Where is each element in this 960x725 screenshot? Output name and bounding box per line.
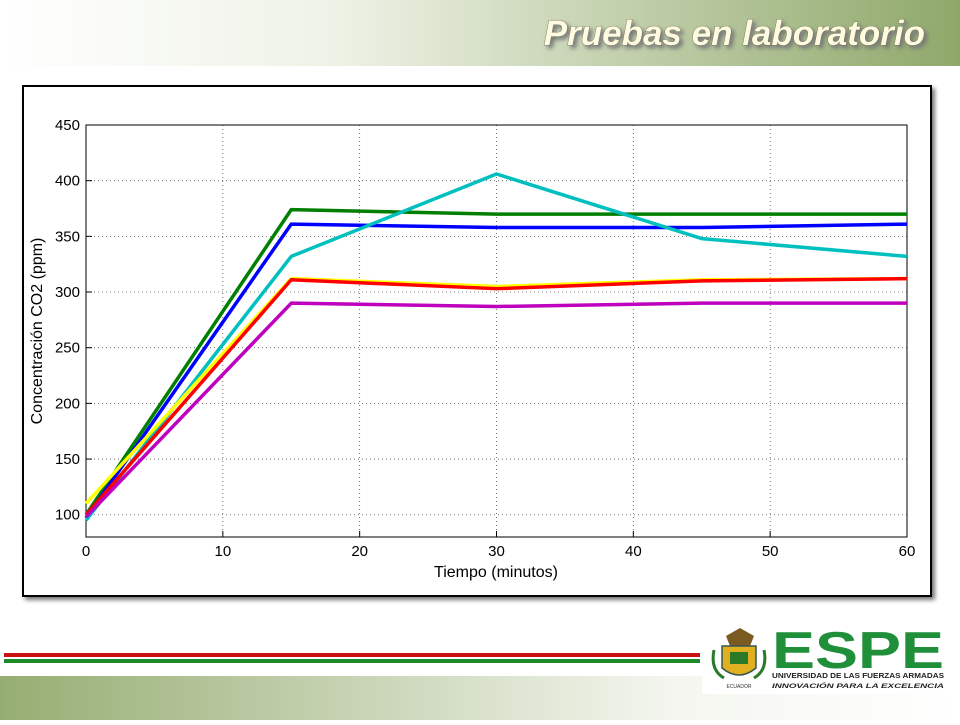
logo-university: UNIVERSIDAD DE LAS FUERZAS ARMADAS (772, 671, 944, 680)
data-line (84, 222, 908, 520)
y-tick-label: 200 (55, 395, 80, 412)
axes-box (85, 124, 908, 538)
x-tick-label: 0 (82, 543, 90, 560)
data-line (84, 172, 908, 522)
header-band (0, 0, 960, 66)
data-line (84, 276, 908, 516)
x-tick-label: 30 (488, 543, 505, 560)
y-axis-label: Concentración CO2 (ppm) (29, 238, 46, 425)
y-tick-label: 400 (55, 173, 80, 190)
chart: Tiempo (minutos) Concentración CO2 (ppm)… (29, 117, 915, 581)
data-line (84, 301, 907, 519)
logo-name: ESPE (772, 622, 944, 680)
slide-title: Pruebas en laboratorio (544, 14, 925, 53)
x-tick-label: 40 (625, 543, 642, 560)
crest (711, 628, 767, 680)
y-tick-label: 100 (55, 507, 80, 524)
logo-motto: INNOVACIÓN PARA LA EXCELENCIA (772, 681, 944, 690)
x-tick-label: 60 (899, 543, 916, 560)
logo-country: ECUADOR (726, 684, 751, 690)
y-tick-label: 250 (55, 340, 80, 357)
y-tick-label: 450 (55, 117, 80, 134)
x-axis-label: Tiempo (minutos) (434, 564, 558, 581)
green-stripe (4, 659, 700, 663)
x-tick-label: 10 (214, 543, 231, 560)
y-tick-label: 150 (55, 451, 80, 468)
x-tick-label: 50 (762, 543, 779, 560)
y-tick-label: 300 (55, 284, 80, 301)
red-stripe (4, 653, 700, 657)
data-line (84, 207, 907, 516)
y-tick-label: 350 (55, 228, 80, 245)
x-tick-label: 20 (351, 543, 368, 560)
